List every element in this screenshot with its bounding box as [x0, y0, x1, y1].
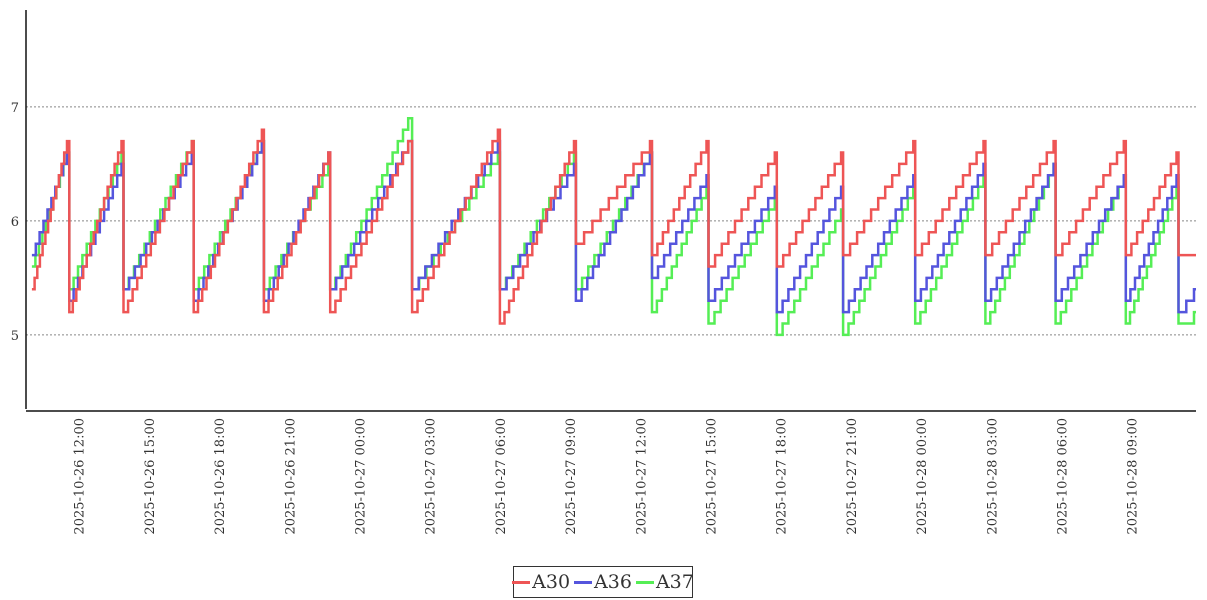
series-line-a37	[31, 117, 1196, 337]
y-tick-label: 7	[11, 101, 19, 116]
x-tick-label: 2025-10-28 00:00	[915, 418, 930, 535]
x-tick-label: 2025-10-28 03:00	[985, 418, 1000, 535]
axes	[25, 10, 1196, 412]
legend-item-a37: A37	[635, 571, 694, 593]
x-tick-label: 2025-10-26 15:00	[143, 418, 158, 535]
y-tick-labels: 5 6 7	[11, 101, 19, 344]
x-tick-label: 2025-10-26 18:00	[213, 418, 228, 535]
legend-item-a30: A30	[512, 571, 570, 593]
legend-item-a36: A36	[574, 571, 632, 593]
x-tick-label: 2025-10-27 18:00	[775, 418, 790, 535]
series-lines	[31, 117, 1196, 337]
series-line-a30	[31, 128, 1196, 325]
grid-lines	[26, 106, 1196, 336]
x-tick-label: 2025-10-28 09:00	[1126, 418, 1141, 535]
x-tick-label: 2025-10-27 03:00	[424, 418, 439, 535]
legend-swatch-a30	[512, 580, 531, 584]
x-tick-label: 2025-10-26 12:00	[73, 418, 88, 535]
x-tick-labels: 2025-10-26 12:00 2025-10-26 15:00 2025-10-…	[73, 418, 1141, 535]
x-tick-label: 2025-10-27 21:00	[845, 418, 860, 535]
legend-label-a36: A36	[594, 571, 632, 593]
series-line-a36	[31, 139, 1196, 314]
x-tick-label: 2025-10-28 06:00	[1055, 418, 1070, 535]
x-tick-label: 2025-10-27 15:00	[704, 418, 719, 535]
x-tick-label: 2025-10-27 09:00	[564, 418, 579, 535]
x-tick-label: 2025-10-27 12:00	[634, 418, 649, 535]
x-tick-label: 2025-10-26 21:00	[283, 418, 298, 535]
x-tick-label: 2025-10-27 00:00	[353, 418, 368, 535]
legend-label-a37: A37	[655, 571, 694, 593]
legend: A30 A36 A37	[512, 566, 694, 598]
legend-swatch-a36	[574, 580, 593, 584]
x-tick-label: 2025-10-27 06:00	[494, 418, 509, 535]
y-tick-label: 6	[11, 215, 19, 230]
y-tick-label: 5	[11, 329, 19, 344]
legend-swatch-a37	[635, 580, 654, 584]
legend-label-a30: A30	[532, 571, 571, 593]
